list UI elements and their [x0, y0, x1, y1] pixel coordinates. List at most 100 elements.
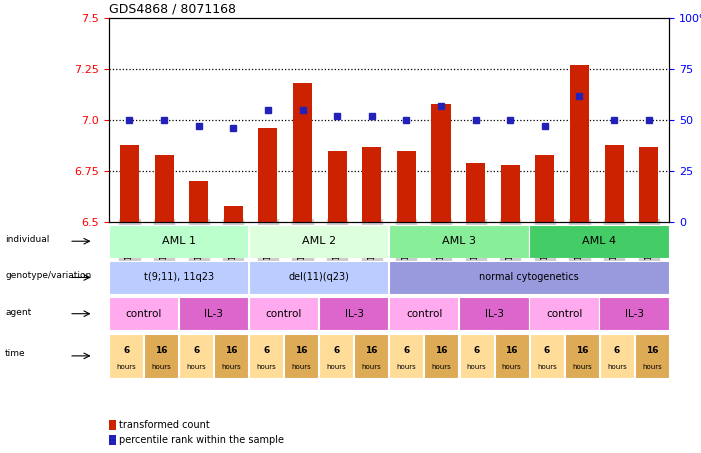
Bar: [215, 334, 248, 378]
Bar: [466, 163, 485, 222]
Bar: [189, 181, 208, 222]
Text: hours: hours: [186, 364, 206, 371]
Bar: [109, 420, 116, 430]
Text: hours: hours: [467, 364, 486, 371]
Bar: [179, 297, 248, 330]
Text: hours: hours: [572, 364, 592, 371]
Text: hours: hours: [151, 364, 171, 371]
Text: hours: hours: [607, 364, 627, 371]
Bar: [109, 334, 143, 378]
Text: percentile rank within the sample: percentile rank within the sample: [119, 435, 285, 445]
Text: 16: 16: [365, 346, 378, 355]
Text: 6: 6: [544, 346, 550, 355]
Bar: [259, 128, 278, 222]
Text: 16: 16: [576, 346, 588, 355]
Text: AML 1: AML 1: [162, 236, 196, 246]
Text: hours: hours: [502, 364, 522, 371]
Bar: [599, 297, 669, 330]
Bar: [431, 104, 451, 222]
Text: control: control: [266, 308, 302, 319]
Text: individual: individual: [5, 235, 50, 244]
Text: time: time: [5, 349, 26, 358]
Text: hours: hours: [432, 364, 451, 371]
Bar: [224, 206, 243, 222]
Text: 6: 6: [123, 346, 129, 355]
Bar: [529, 225, 669, 257]
Bar: [179, 334, 213, 378]
Text: AML 3: AML 3: [442, 236, 476, 246]
Text: AML 4: AML 4: [583, 236, 616, 246]
Text: hours: hours: [362, 364, 381, 371]
Bar: [565, 334, 599, 378]
Bar: [250, 334, 283, 378]
Text: IL-3: IL-3: [204, 308, 224, 319]
Text: IL-3: IL-3: [625, 308, 644, 319]
Text: hours: hours: [257, 364, 276, 371]
Bar: [459, 297, 529, 330]
Text: 16: 16: [225, 346, 238, 355]
Bar: [604, 145, 624, 222]
Bar: [570, 65, 589, 222]
Text: 6: 6: [474, 346, 479, 355]
Bar: [634, 334, 669, 378]
Bar: [319, 297, 388, 330]
Text: 6: 6: [193, 346, 199, 355]
Bar: [599, 334, 634, 378]
Text: IL-3: IL-3: [484, 308, 504, 319]
Text: 6: 6: [614, 346, 620, 355]
Bar: [249, 297, 318, 330]
Bar: [529, 297, 599, 330]
Bar: [397, 151, 416, 222]
Bar: [327, 151, 347, 222]
Bar: [120, 145, 139, 222]
Text: 6: 6: [404, 346, 409, 355]
Text: transformed count: transformed count: [119, 420, 210, 430]
Text: control: control: [406, 308, 442, 319]
Bar: [319, 334, 353, 378]
Text: agent: agent: [5, 308, 32, 317]
Bar: [530, 334, 564, 378]
Bar: [389, 297, 458, 330]
Bar: [249, 225, 388, 257]
Text: control: control: [125, 308, 162, 319]
Bar: [109, 297, 178, 330]
Bar: [285, 334, 318, 378]
Bar: [293, 83, 312, 222]
Text: 16: 16: [155, 346, 168, 355]
Text: 16: 16: [435, 346, 448, 355]
Text: del(11)(q23): del(11)(q23): [289, 272, 349, 283]
Bar: [389, 225, 529, 257]
Text: normal cytogenetics: normal cytogenetics: [479, 272, 579, 283]
Bar: [109, 261, 248, 294]
Bar: [144, 334, 178, 378]
Bar: [109, 435, 116, 445]
Text: t(9;11), 11q23: t(9;11), 11q23: [144, 272, 214, 283]
Text: genotype/variation: genotype/variation: [5, 271, 91, 280]
Bar: [109, 225, 248, 257]
Text: 16: 16: [295, 346, 308, 355]
Bar: [424, 334, 458, 378]
Text: 16: 16: [505, 346, 518, 355]
Bar: [154, 155, 174, 222]
Bar: [362, 147, 381, 222]
Bar: [249, 261, 388, 294]
Text: AML 2: AML 2: [302, 236, 336, 246]
Text: 6: 6: [334, 346, 339, 355]
Bar: [639, 147, 658, 222]
Bar: [355, 334, 388, 378]
Bar: [390, 334, 423, 378]
Bar: [536, 155, 554, 222]
Text: hours: hours: [222, 364, 241, 371]
Text: 6: 6: [264, 346, 269, 355]
Text: 16: 16: [646, 346, 658, 355]
Text: hours: hours: [327, 364, 346, 371]
Text: IL-3: IL-3: [344, 308, 364, 319]
Bar: [494, 334, 529, 378]
Text: hours: hours: [292, 364, 311, 371]
Text: control: control: [546, 308, 583, 319]
Text: hours: hours: [537, 364, 557, 371]
Text: hours: hours: [642, 364, 662, 371]
Text: hours: hours: [116, 364, 136, 371]
Bar: [389, 261, 669, 294]
Text: GDS4868 / 8071168: GDS4868 / 8071168: [109, 3, 236, 16]
